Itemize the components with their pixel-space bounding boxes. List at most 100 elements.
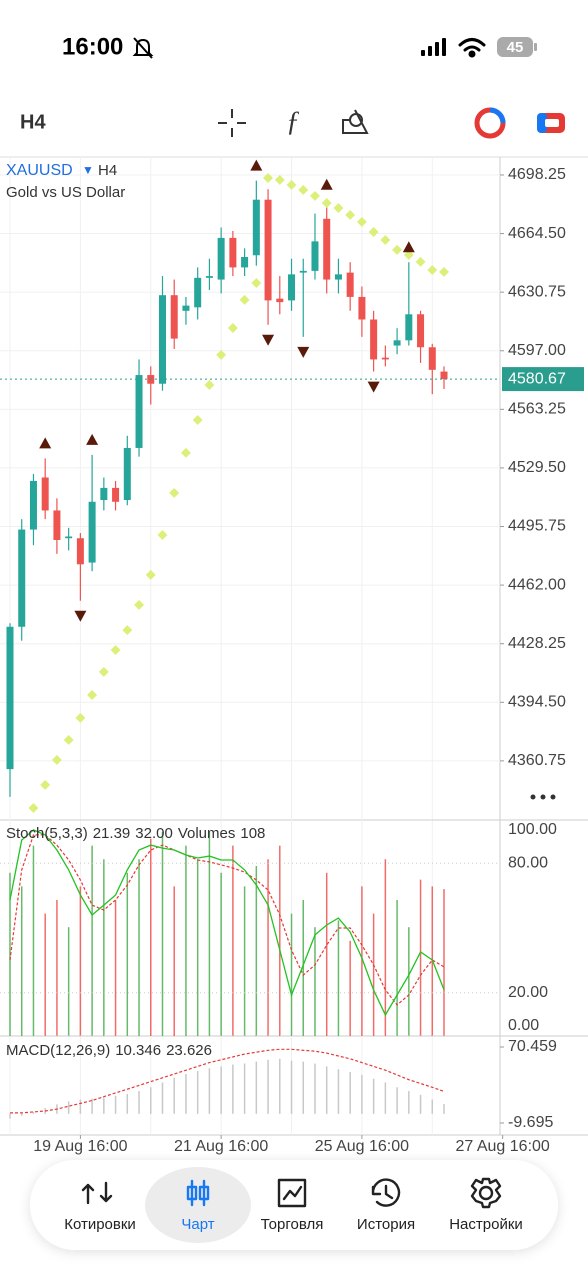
last-price-box xyxy=(502,367,584,392)
sar-dot xyxy=(169,487,180,498)
candle-body xyxy=(18,529,26,627)
candle-body xyxy=(428,347,436,370)
candle-body xyxy=(170,295,178,339)
candle-body xyxy=(53,510,61,540)
candle-body xyxy=(112,487,120,502)
stoch-d-readout: 32.00 xyxy=(135,825,173,842)
symbol[interactable]: XAUUSD xyxy=(6,162,73,179)
x-tick-label: 21 Aug 16:00 xyxy=(174,1138,268,1155)
nav-label[interactable]: Настройки xyxy=(449,1216,523,1233)
macd-tick-label: -9.695 xyxy=(508,1114,553,1131)
candle-body xyxy=(88,501,96,563)
candle-body xyxy=(440,371,448,380)
battery-icon: 45 xyxy=(497,37,537,57)
candle-body xyxy=(358,296,366,320)
candle-body xyxy=(158,295,166,384)
nav-icon xyxy=(371,1178,401,1207)
nav-label[interactable]: Торговля xyxy=(261,1216,324,1233)
sar-dot xyxy=(439,266,449,277)
symbol-dropdown[interactable]: ▼ xyxy=(82,163,94,177)
stoch-tick-label: 100.00 xyxy=(508,821,557,838)
candle-body xyxy=(100,487,108,501)
sar-dot xyxy=(333,203,344,213)
more-button[interactable] xyxy=(530,794,556,800)
candle-body xyxy=(323,218,331,280)
candle-body xyxy=(217,237,225,280)
nav-item[interactable]: История xyxy=(357,1178,415,1233)
objects-button[interactable] xyxy=(342,109,369,134)
y-tick-label: 4664.50 xyxy=(508,225,566,242)
nav-item[interactable]: Котировки xyxy=(64,1181,136,1233)
nav-icon xyxy=(186,1179,210,1207)
nav-label[interactable]: Чарт xyxy=(181,1216,214,1233)
fractal-up xyxy=(250,159,263,171)
fractal-down xyxy=(262,334,275,346)
macd-signal-line xyxy=(10,1048,445,1114)
candle-body xyxy=(393,340,401,346)
sar-dot xyxy=(345,210,356,220)
nav-icon xyxy=(277,1178,307,1208)
candle-body xyxy=(194,277,202,308)
candle-body xyxy=(241,256,249,268)
trade-button[interactable] xyxy=(537,113,565,133)
nav-item[interactable]: Торговля xyxy=(261,1178,324,1233)
stoch-label: Stoch(5,3,3) xyxy=(6,825,88,842)
sar-dot xyxy=(157,529,168,540)
candle-body xyxy=(405,314,413,341)
sar-dot xyxy=(122,625,133,636)
candle-body xyxy=(381,357,389,360)
timeframe-button[interactable]: H4 xyxy=(20,111,46,133)
signal-icon xyxy=(421,38,446,56)
macd-main-readout: 10.346 xyxy=(115,1042,161,1059)
sar-dot xyxy=(239,294,250,305)
volumes-label: Volumes xyxy=(178,825,236,842)
candle-body xyxy=(252,199,260,256)
indicators-button[interactable]: ƒ xyxy=(286,106,300,137)
candle-body xyxy=(29,480,37,530)
candle-body xyxy=(346,272,354,297)
sar-dot xyxy=(380,235,391,245)
sar-dot xyxy=(310,190,320,201)
stoch-tick-label: 0.00 xyxy=(508,1017,539,1034)
y-tick-label: 4529.50 xyxy=(508,459,566,476)
last-price-label: 4580.67 xyxy=(508,370,566,387)
nav-item[interactable]: Настройки xyxy=(449,1177,523,1233)
svg-text:ƒ: ƒ xyxy=(286,106,300,137)
stoch-k-readout: 21.39 xyxy=(93,825,131,842)
sar-dot xyxy=(51,754,62,765)
sar-dot xyxy=(134,599,144,610)
candle-body xyxy=(205,276,213,278)
fractal-down xyxy=(297,346,310,358)
candle-body xyxy=(65,536,73,539)
sar-dot xyxy=(204,379,215,390)
nav-item[interactable]: Чарт xyxy=(181,1179,215,1233)
y-tick-label: 4360.75 xyxy=(508,752,566,769)
chart[interactable]: 4698.25 4664.50 4630.75 4597.00 4563.25 4529.… xyxy=(0,156,588,1155)
candle-body xyxy=(311,241,319,271)
fractal-up xyxy=(402,241,415,253)
y-tick-label: 4394.50 xyxy=(508,694,566,711)
candle-body xyxy=(76,538,84,565)
nav-label[interactable]: История xyxy=(357,1216,415,1233)
candle-body xyxy=(123,447,131,501)
account-button[interactable] xyxy=(474,107,506,139)
stoch-tick-label: 20.00 xyxy=(508,984,548,1001)
nav-label[interactable]: Котировки xyxy=(64,1216,136,1233)
y-tick-label: 4428.25 xyxy=(508,635,566,652)
fractal-down xyxy=(367,381,380,393)
crosshair-button[interactable] xyxy=(218,109,246,137)
candle-body xyxy=(334,274,342,280)
nav-active-bg xyxy=(145,1167,251,1243)
sar-dot xyxy=(415,256,426,267)
sar-dot xyxy=(192,415,203,425)
sar-dot xyxy=(286,180,297,190)
chart-timeframe: H4 xyxy=(98,162,117,179)
sar-dot xyxy=(63,735,74,745)
battery-level: 45 xyxy=(507,39,524,56)
wifi-icon xyxy=(458,38,486,58)
sar-dot xyxy=(40,779,51,790)
macd-tick-label: 70.459 xyxy=(508,1038,557,1055)
stoch-legend: Stoch(5,3,3) 21.39 32.00 Volumes 108 xyxy=(6,825,265,842)
